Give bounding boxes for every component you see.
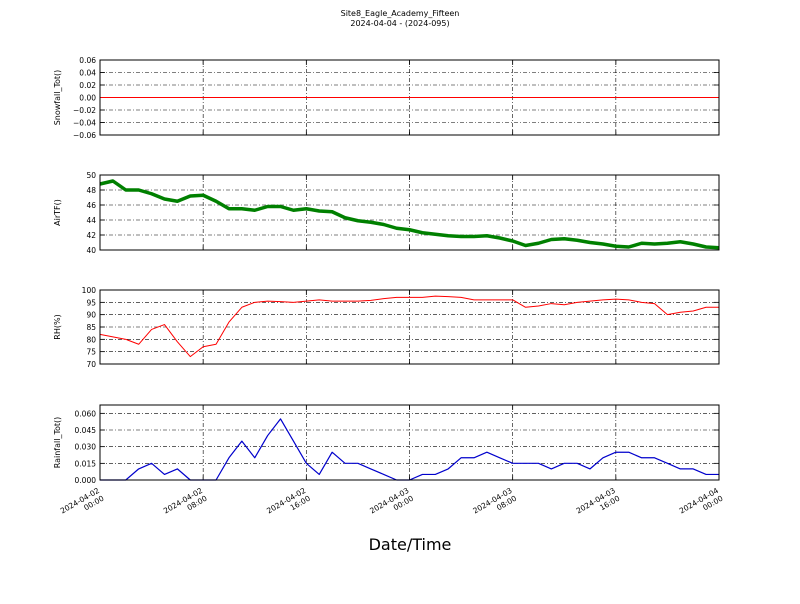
y-tick-label: 46 — [86, 201, 96, 210]
data-line — [99, 179, 720, 250]
y-tick-label: 0.060 — [75, 409, 97, 418]
y-tick-label: 0.04 — [79, 69, 96, 78]
x-axis-label: Date/Time — [369, 535, 452, 554]
y-tick-label: 0.045 — [75, 426, 97, 435]
data-line — [99, 295, 719, 358]
y-tick-label: 50 — [86, 171, 96, 180]
y-axis-label: RH(%) — [53, 314, 62, 339]
y-tick-label: 48 — [86, 186, 96, 195]
y-tick-label: 90 — [86, 311, 96, 320]
y-tick-label: 75 — [86, 348, 96, 357]
y-tick-label: 44 — [86, 216, 96, 225]
y-tick-label: 0.015 — [75, 459, 97, 468]
axes-frame — [99, 289, 720, 365]
y-axis-label: Snowfall_Tot() — [53, 70, 62, 126]
y-tick-label: 95 — [86, 298, 96, 307]
axes-frame — [99, 404, 720, 481]
y-tick-label: 0.00 — [79, 94, 96, 103]
y-tick-label: 0.000 — [75, 476, 97, 485]
axes-frame — [99, 174, 720, 251]
y-tick-label: 0.06 — [79, 56, 96, 65]
y-tick-label: 70 — [86, 360, 96, 369]
y-tick-label: 80 — [86, 335, 96, 344]
y-tick-label: 85 — [86, 323, 96, 332]
y-axis-label: Rainfall_Tot() — [53, 417, 62, 469]
y-tick-label: 40 — [86, 246, 96, 255]
chart-subtitle: 2024-04-04 - (2024-095) — [350, 19, 449, 28]
y-tick-label: −0.02 — [73, 106, 96, 115]
y-tick-label: 0.02 — [79, 81, 96, 90]
chart-title: Site8_Eagle_Academy_Fifteen — [341, 9, 460, 18]
y-tick-label: −0.04 — [73, 119, 96, 128]
y-tick-label: −0.06 — [73, 131, 96, 140]
y-tick-label: 0.030 — [75, 443, 97, 452]
y-axis-label: AirTF() — [53, 199, 62, 226]
y-tick-label: 100 — [82, 286, 97, 295]
y-tick-label: 42 — [86, 231, 96, 240]
axes-frame — [99, 59, 720, 136]
